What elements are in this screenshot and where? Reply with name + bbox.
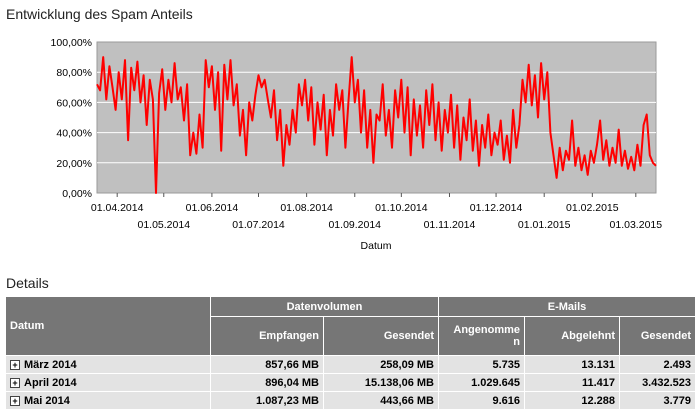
angenommen-cell: 5.735 (438, 355, 525, 374)
x-tick-label: 01.10.2014 (375, 202, 428, 214)
angenommen-cell: 9.616 (438, 391, 525, 410)
x-tick-label: 01.01.2015 (518, 219, 571, 231)
x-tick-label: 01.08.2014 (280, 202, 333, 214)
x-tick-label: 01.02.2015 (566, 202, 619, 214)
spam-share-line (96, 56, 657, 194)
spam-share-chart: 0,00% 20,00% 40,00% 60,00% 80,00% 100,00% 01.… (51, 37, 663, 252)
group-header-emails: E-Mails (438, 296, 696, 317)
table-row[interactable]: + April 2014 896,04 MB 15.138,06 MB 1.029… (5, 373, 696, 392)
gesendet-mails-cell: 3.432.523 (619, 373, 696, 392)
col-header-datum[interactable]: Datum (5, 296, 211, 356)
y-tick-label: 20,00% (56, 158, 92, 170)
x-tick-label: 01.11.2014 (424, 219, 476, 231)
col-header-angenommen[interactable]: Angenomme n (438, 316, 525, 356)
expand-icon[interactable]: + (10, 395, 20, 406)
col-header-gesendet-mails[interactable]: Gesendet (619, 316, 696, 356)
y-tick-label: 0,00% (62, 188, 92, 200)
gesendet-mails-cell: 3.779 (619, 391, 696, 410)
abgelehnt-cell: 11.417 (524, 373, 620, 392)
x-tick-label: 01.09.2014 (328, 219, 381, 231)
datum-label: April 2014 (24, 376, 77, 389)
y-tick-label: 60,00% (56, 97, 92, 109)
details-title: Details (6, 275, 49, 291)
datum-cell[interactable]: + April 2014 (5, 373, 211, 392)
empfangen-cell: 857,66 MB (210, 355, 324, 374)
y-tick-label: 80,00% (56, 67, 92, 79)
y-tick-label: 100,00% (51, 37, 92, 49)
x-tick-label: 01.04.2014 (91, 202, 144, 214)
table-row[interactable]: + Mai 2014 1.087,23 MB 443,66 MB 9.616 12… (5, 391, 696, 410)
x-tick-label: 01.06.2014 (186, 202, 239, 214)
table-row[interactable]: + März 2014 857,66 MB 258,09 MB 5.735 13.… (5, 355, 696, 374)
expand-icon[interactable]: + (10, 377, 20, 388)
empfangen-cell: 1.087,23 MB (210, 391, 324, 410)
expand-icon[interactable]: + (10, 359, 20, 370)
y-axis: 0,00% 20,00% 40,00% 60,00% 80,00% 100,00% (51, 37, 92, 200)
angenommen-cell: 1.029.645 (438, 373, 525, 392)
x-tick-label: 01.05.2014 (137, 219, 190, 231)
gesendet-volume-cell: 15.138,06 MB (323, 373, 439, 392)
empfangen-cell: 896,04 MB (210, 373, 324, 392)
datum-label: März 2014 (24, 358, 77, 371)
col-header-gesendet-volume[interactable]: Gesendet (323, 316, 439, 356)
x-tick-label: 01.12.2014 (470, 202, 523, 214)
gesendet-volume-cell: 443,66 MB (323, 391, 439, 410)
abgelehnt-cell: 12.288 (524, 391, 620, 410)
col-header-empfangen[interactable]: Empfangen (210, 316, 324, 356)
datum-cell[interactable]: + Mai 2014 (5, 391, 211, 410)
gesendet-volume-cell: 258,09 MB (323, 355, 439, 374)
x-tick-label: 01.07.2014 (232, 219, 285, 231)
y-tick-label: 40,00% (56, 128, 92, 140)
datum-label: Mai 2014 (24, 394, 70, 407)
abgelehnt-cell: 13.131 (524, 355, 620, 374)
x-axis: 01.04.2014 01.05.2014 01.06.2014 01.07.2014… (91, 193, 662, 231)
group-header-datenvolumen: Datenvolumen (210, 296, 439, 317)
chart-title: Entwicklung des Spam Anteils (6, 6, 193, 22)
gesendet-mails-cell: 2.493 (619, 355, 696, 374)
datum-cell[interactable]: + März 2014 (5, 355, 211, 374)
x-tick-label: 01.03.2015 (610, 219, 663, 231)
details-table: Datum Datenvolumen E-Mails Empfangen Ges… (5, 296, 696, 410)
x-axis-label: Datum (361, 240, 392, 252)
col-header-abgelehnt[interactable]: Abgelehnt (524, 316, 620, 356)
